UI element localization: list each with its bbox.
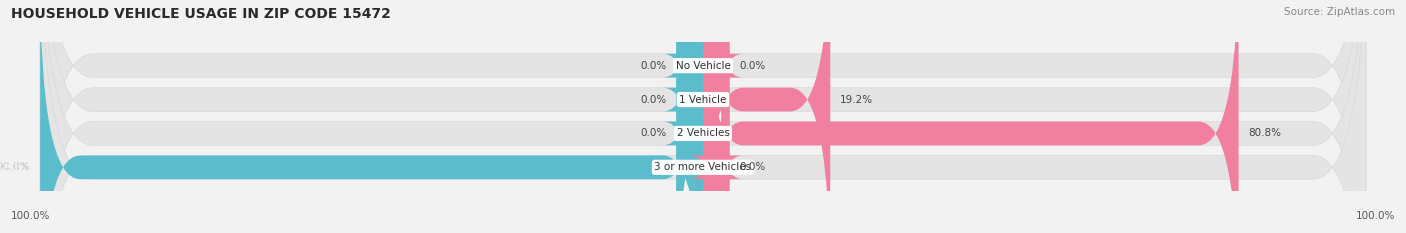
Text: No Vehicle: No Vehicle — [675, 61, 731, 71]
FancyBboxPatch shape — [664, 0, 716, 233]
Text: 0.0%: 0.0% — [640, 61, 666, 71]
Text: 3 or more Vehicles: 3 or more Vehicles — [654, 162, 752, 172]
Text: Source: ZipAtlas.com: Source: ZipAtlas.com — [1284, 7, 1395, 17]
FancyBboxPatch shape — [41, 0, 1365, 233]
Text: 80.8%: 80.8% — [1249, 128, 1281, 138]
Text: 2 Vehicles: 2 Vehicles — [676, 128, 730, 138]
Text: HOUSEHOLD VEHICLE USAGE IN ZIP CODE 15472: HOUSEHOLD VEHICLE USAGE IN ZIP CODE 1547… — [11, 7, 391, 21]
Text: 0.0%: 0.0% — [740, 162, 766, 172]
Text: 0.0%: 0.0% — [640, 128, 666, 138]
Text: 100.0%: 100.0% — [1355, 211, 1395, 221]
FancyBboxPatch shape — [41, 0, 1365, 233]
Text: 19.2%: 19.2% — [841, 95, 873, 105]
Text: 1 Vehicle: 1 Vehicle — [679, 95, 727, 105]
FancyBboxPatch shape — [41, 0, 703, 233]
FancyBboxPatch shape — [690, 0, 742, 233]
Text: 0.0%: 0.0% — [740, 61, 766, 71]
FancyBboxPatch shape — [664, 0, 716, 233]
FancyBboxPatch shape — [703, 0, 831, 233]
FancyBboxPatch shape — [41, 0, 1365, 233]
Text: 100.0%: 100.0% — [11, 211, 51, 221]
Text: 100.0%: 100.0% — [0, 162, 30, 172]
FancyBboxPatch shape — [703, 0, 1239, 233]
FancyBboxPatch shape — [690, 0, 742, 233]
Text: 100.0%: 100.0% — [0, 162, 30, 172]
FancyBboxPatch shape — [41, 0, 1365, 233]
FancyBboxPatch shape — [664, 0, 716, 233]
Text: 0.0%: 0.0% — [640, 95, 666, 105]
